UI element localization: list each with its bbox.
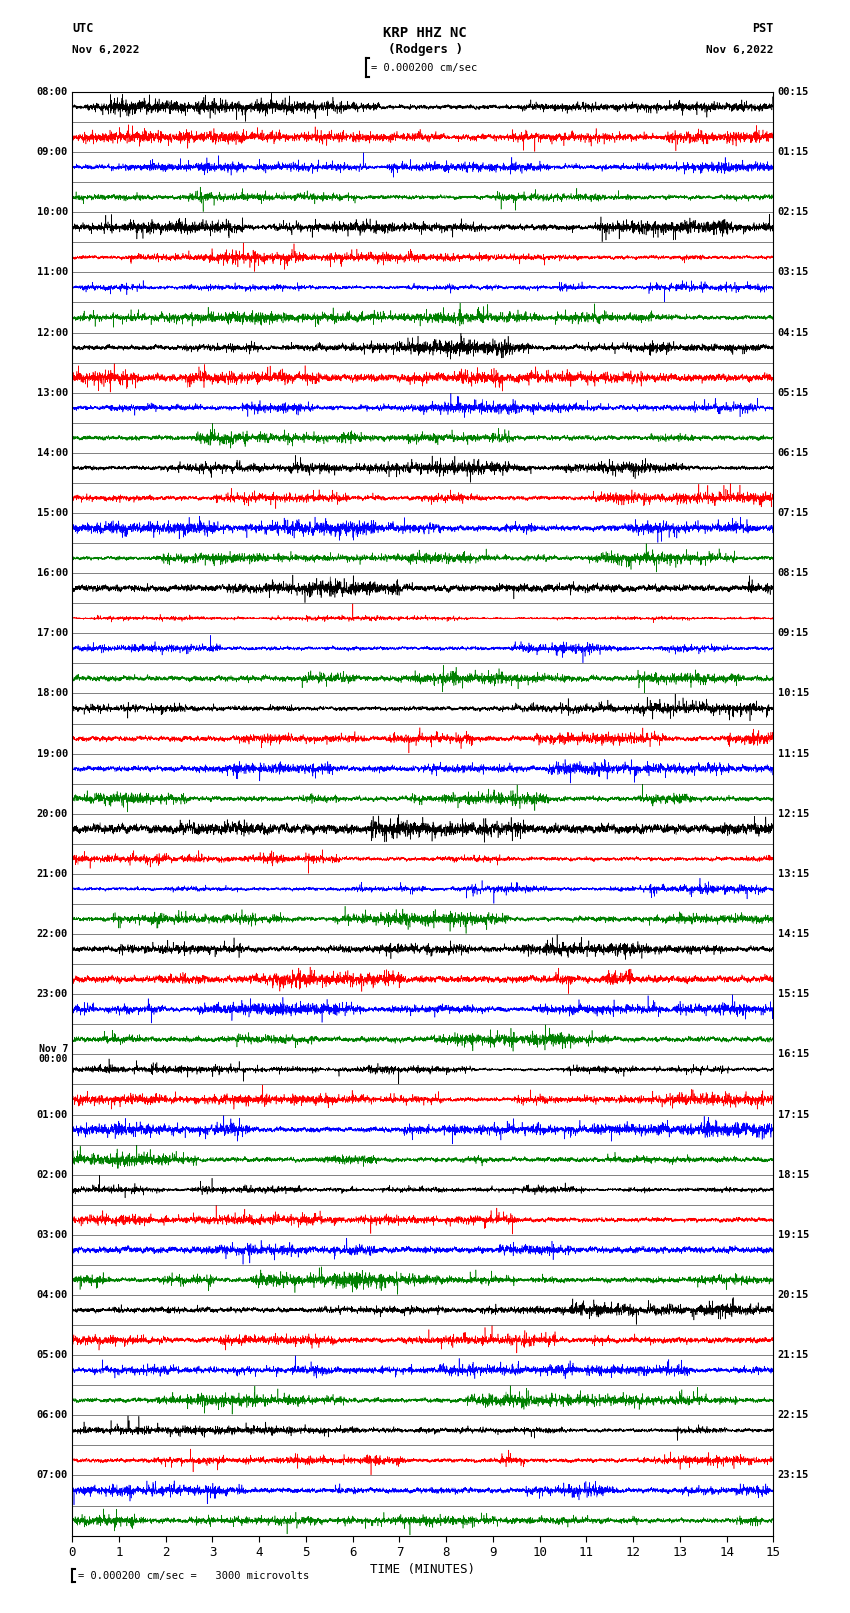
Text: (Rodgers ): (Rodgers )	[388, 44, 462, 56]
Text: 16:00: 16:00	[37, 568, 68, 577]
Text: KRP HHZ NC: KRP HHZ NC	[383, 26, 467, 40]
Text: 12:00: 12:00	[37, 327, 68, 337]
Text: 03:00: 03:00	[37, 1229, 68, 1240]
Text: PST: PST	[752, 23, 774, 35]
Text: Nov 6,2022: Nov 6,2022	[72, 45, 139, 55]
Text: 11:15: 11:15	[778, 748, 809, 758]
Text: 20:15: 20:15	[778, 1290, 809, 1300]
Text: 00:00: 00:00	[38, 1055, 68, 1065]
Text: 17:15: 17:15	[778, 1110, 809, 1119]
Text: 10:00: 10:00	[37, 206, 68, 218]
Text: 06:00: 06:00	[37, 1410, 68, 1421]
Text: 00:15: 00:15	[778, 87, 809, 97]
Text: = 0.000200 cm/sec =   3000 microvolts: = 0.000200 cm/sec = 3000 microvolts	[78, 1571, 309, 1581]
Text: 10:15: 10:15	[778, 689, 809, 698]
Text: 07:00: 07:00	[37, 1471, 68, 1481]
Text: 11:00: 11:00	[37, 268, 68, 277]
Text: 21:15: 21:15	[778, 1350, 809, 1360]
Text: 22:15: 22:15	[778, 1410, 809, 1421]
Text: 19:00: 19:00	[37, 748, 68, 758]
Text: 23:15: 23:15	[778, 1471, 809, 1481]
Text: 09:00: 09:00	[37, 147, 68, 156]
Text: 08:00: 08:00	[37, 87, 68, 97]
Text: 07:15: 07:15	[778, 508, 809, 518]
Text: 16:15: 16:15	[778, 1050, 809, 1060]
Text: 06:15: 06:15	[778, 448, 809, 458]
Text: 20:00: 20:00	[37, 808, 68, 819]
Text: 05:15: 05:15	[778, 387, 809, 398]
Text: 19:15: 19:15	[778, 1229, 809, 1240]
Text: 03:15: 03:15	[778, 268, 809, 277]
Text: 13:15: 13:15	[778, 869, 809, 879]
Text: 02:15: 02:15	[778, 206, 809, 218]
Text: 01:00: 01:00	[37, 1110, 68, 1119]
Text: 13:00: 13:00	[37, 387, 68, 398]
Text: 12:15: 12:15	[778, 808, 809, 819]
Text: 17:00: 17:00	[37, 629, 68, 639]
Text: Nov 7: Nov 7	[38, 1044, 68, 1055]
Text: 18:00: 18:00	[37, 689, 68, 698]
Text: 14:15: 14:15	[778, 929, 809, 939]
Text: 08:15: 08:15	[778, 568, 809, 577]
Text: 15:15: 15:15	[778, 989, 809, 998]
Text: 22:00: 22:00	[37, 929, 68, 939]
X-axis label: TIME (MINUTES): TIME (MINUTES)	[371, 1563, 475, 1576]
Text: 02:00: 02:00	[37, 1169, 68, 1179]
Text: Nov 6,2022: Nov 6,2022	[706, 45, 774, 55]
Text: 04:00: 04:00	[37, 1290, 68, 1300]
Text: 14:00: 14:00	[37, 448, 68, 458]
Text: = 0.000200 cm/sec: = 0.000200 cm/sec	[371, 63, 478, 73]
Text: 05:00: 05:00	[37, 1350, 68, 1360]
Text: 15:00: 15:00	[37, 508, 68, 518]
Text: 01:15: 01:15	[778, 147, 809, 156]
Text: 04:15: 04:15	[778, 327, 809, 337]
Text: UTC: UTC	[72, 23, 94, 35]
Text: 09:15: 09:15	[778, 629, 809, 639]
Text: 18:15: 18:15	[778, 1169, 809, 1179]
Text: 23:00: 23:00	[37, 989, 68, 998]
Text: 21:00: 21:00	[37, 869, 68, 879]
